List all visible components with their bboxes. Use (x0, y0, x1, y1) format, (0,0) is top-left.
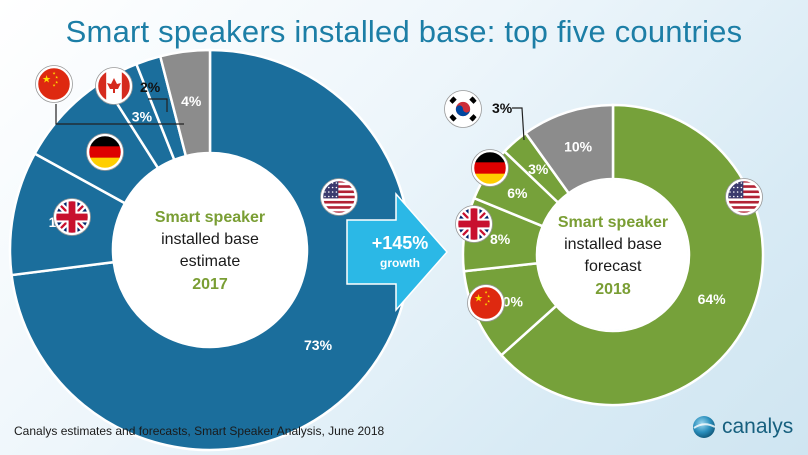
slice-label: 8% (490, 231, 511, 247)
canalys-logo-icon (693, 416, 716, 438)
center-year: 2017 (192, 276, 228, 293)
svg-text:★: ★ (487, 295, 491, 299)
center-label-line: installed base (564, 236, 662, 253)
germany-flag-icon (86, 133, 124, 171)
slice-label: 6% (507, 185, 528, 201)
source-note: Canalys estimates and forecasts, Smart S… (14, 424, 385, 438)
center-label-line: forecast (585, 258, 642, 275)
us-flag-icon (725, 178, 763, 216)
china-flag-icon: ★★★★★ (467, 284, 505, 322)
us-flag-icon (320, 178, 358, 216)
slice-label: 3% (132, 108, 153, 124)
donut-center (114, 154, 306, 346)
callout-label: 3% (492, 100, 513, 116)
south-korea-flag-icon (444, 90, 482, 128)
leader-line (512, 107, 525, 141)
growth-label: growth (380, 256, 420, 270)
leader-line (55, 104, 184, 125)
svg-text:★: ★ (42, 74, 51, 85)
logo-text: canalys (722, 415, 794, 438)
svg-text:★: ★ (484, 303, 488, 307)
slice-label: 4% (181, 93, 202, 109)
chart-title: Smart speakers installed base: top five … (65, 14, 743, 49)
svg-text:★: ★ (55, 80, 59, 84)
slice-label: 73% (304, 337, 333, 353)
center-label-line: estimate (180, 253, 241, 270)
donut-center (538, 180, 688, 330)
leader-line (148, 98, 168, 112)
slice-label: 3% (528, 161, 549, 177)
svg-text:★: ★ (52, 71, 56, 75)
growth-arrow: +145% growth (346, 192, 448, 312)
svg-text:★: ★ (487, 299, 491, 303)
center-label-line: installed base (161, 231, 259, 248)
center-label-line: Smart speaker (558, 214, 668, 231)
slice-label: 64% (698, 291, 727, 307)
svg-text:★: ★ (55, 76, 59, 80)
germany-flag-icon (471, 149, 509, 187)
svg-text:★: ★ (52, 84, 56, 88)
slice-other-2018 (523, 103, 615, 195)
china-flag-icon: ★★★★★ (35, 65, 73, 103)
growth-value: +145% (372, 233, 429, 253)
slice-label: 10% (564, 138, 593, 154)
svg-text:★: ★ (474, 293, 483, 304)
slice-other-2017 (158, 48, 212, 158)
uk-flag-icon (53, 198, 91, 236)
slice-usa-2017 (10, 48, 412, 452)
center-label-line: Smart speaker (155, 209, 265, 226)
svg-text:★: ★ (484, 290, 488, 294)
callout-label: 2% (140, 79, 161, 95)
canada-flag-icon (95, 67, 133, 105)
uk-flag-icon (455, 205, 493, 243)
center-year: 2018 (595, 281, 631, 298)
